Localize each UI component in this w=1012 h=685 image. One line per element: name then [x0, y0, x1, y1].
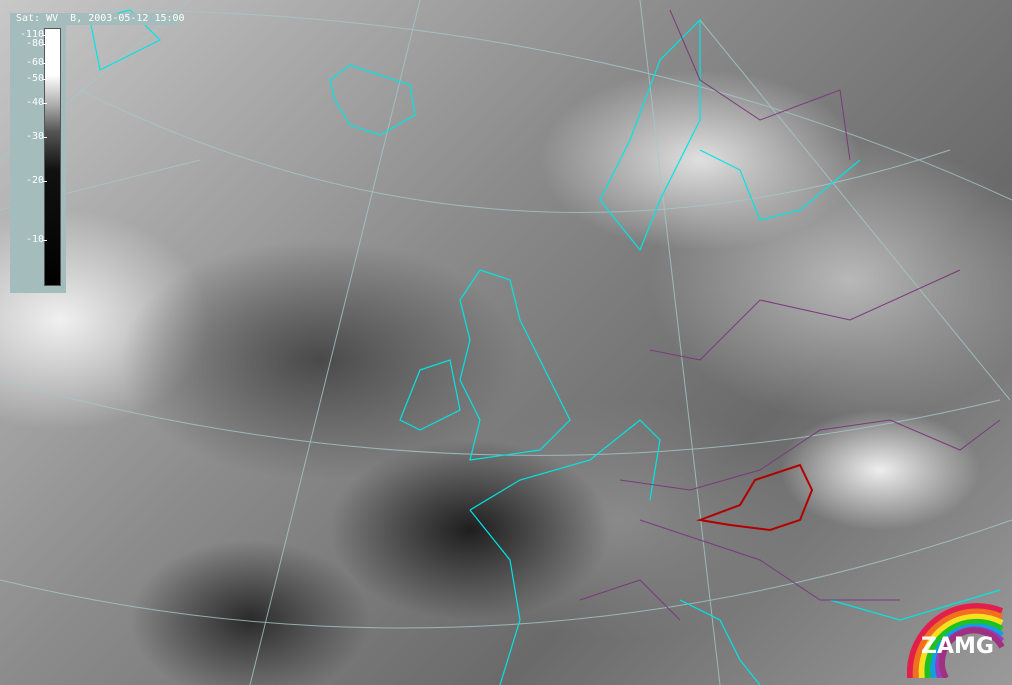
color-scale-bar [44, 28, 61, 286]
logo-text: ZAMG [921, 634, 994, 659]
country-borders [579, 9, 1001, 621]
scale-tick: -20 [14, 176, 47, 186]
scale-tick: -110 [14, 30, 47, 40]
austria-outline [696, 463, 814, 532]
coastlines [89, 9, 1001, 685]
zamg-logo: ZAMG [907, 603, 1005, 678]
scale-tick: -40 [14, 98, 47, 108]
scale-tick: -80 [14, 39, 47, 49]
scale-tick: -10 [14, 235, 47, 245]
scale-tick: -30 [14, 132, 47, 142]
scale-tick: -60 [14, 58, 47, 68]
image-title: Sat: WV B, 2003-05-12 15:00 [10, 13, 185, 25]
scale-tick: -50 [14, 74, 47, 84]
